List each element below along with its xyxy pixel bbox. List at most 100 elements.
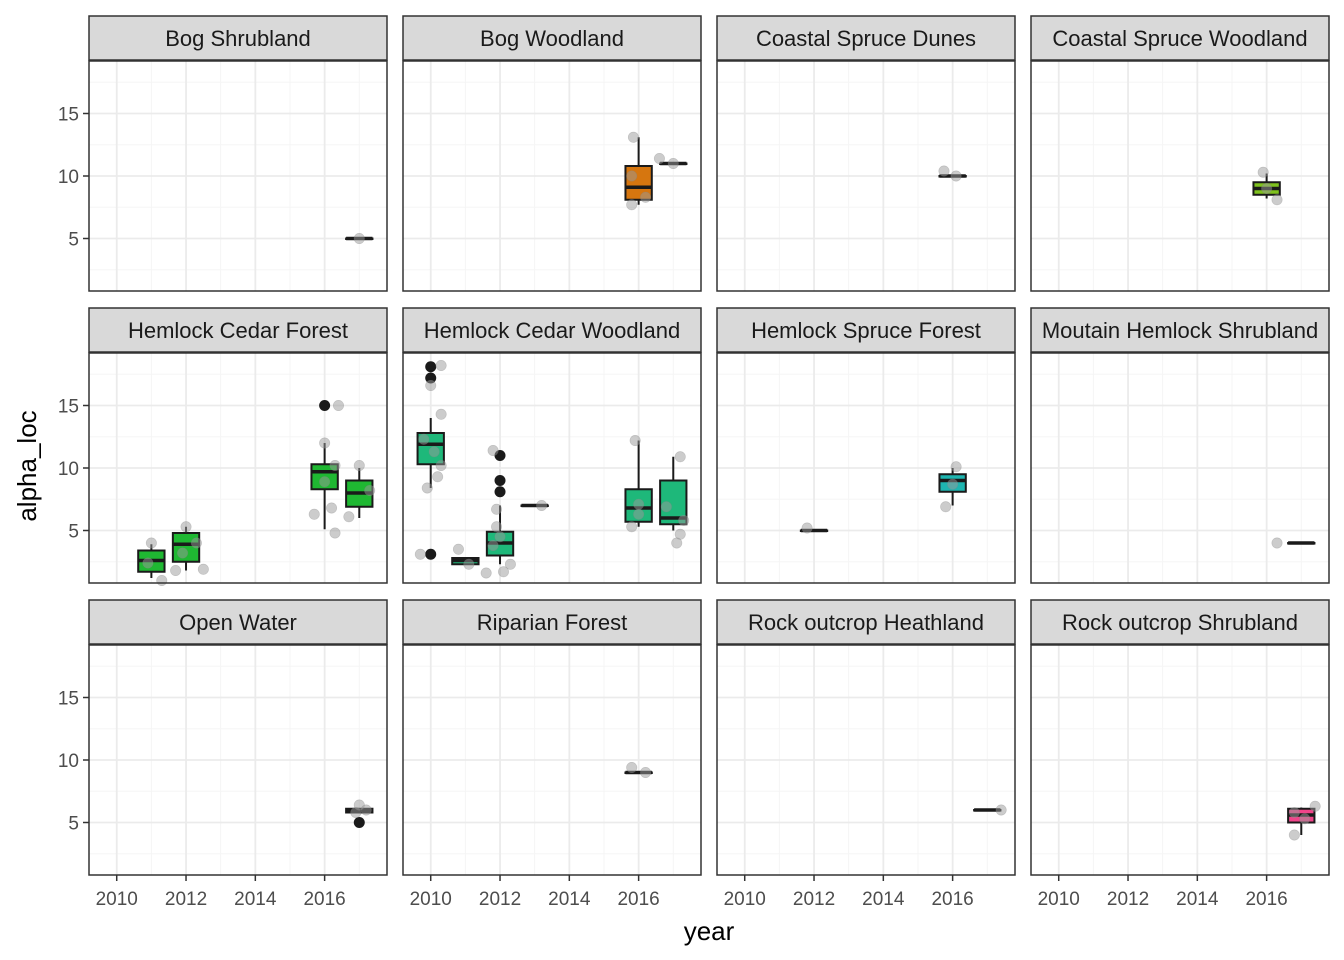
x-tick-label: 2012 — [165, 889, 207, 910]
facet-panel: Bog Shrubland — [88, 15, 388, 292]
data-point — [640, 191, 652, 203]
panel-border — [716, 644, 1016, 876]
data-point — [626, 170, 638, 182]
x-axes-layer: 2010 2012 2014 2016 2010 2012 2014 2016 2010 2012… — [96, 875, 1288, 910]
panels-layer: Bog Shrubland Bog Woodland Coastal Spruce … — [88, 15, 1330, 876]
facet-strip-label: Rock outcrop Shrubland — [1062, 610, 1298, 635]
data-point — [504, 558, 516, 570]
facet-strip — [716, 307, 1016, 353]
facet-panel: Moutain Hemlock Shrubland — [1030, 307, 1330, 584]
panel-border — [1030, 352, 1330, 584]
data-point — [180, 521, 192, 533]
facet-strip-label: Moutain Hemlock Shrubland — [1042, 318, 1318, 343]
x-tick-label: 2012 — [479, 889, 521, 910]
x-tick-label: 2016 — [617, 889, 659, 910]
y-tick-label: 5 — [68, 522, 79, 543]
data-point — [633, 508, 645, 520]
facet-strip — [402, 599, 702, 645]
y-tick-label: 15 — [58, 397, 79, 418]
data-point — [308, 508, 320, 520]
panel-border — [1030, 644, 1330, 876]
facet-strip-label: Hemlock Spruce Forest — [751, 318, 981, 343]
outlier-point — [319, 400, 331, 411]
data-point — [197, 563, 209, 575]
x-tick-label: 2010 — [1038, 889, 1080, 910]
data-point — [678, 514, 690, 526]
facet-panel: Hemlock Cedar Woodland — [402, 307, 702, 584]
x-tick-label: 2014 — [548, 889, 591, 910]
data-point — [435, 408, 447, 420]
data-point — [329, 459, 341, 471]
data-point — [938, 165, 950, 177]
facet-strip-label: Hemlock Cedar Woodland — [424, 318, 680, 343]
data-point — [950, 170, 962, 182]
y-tick-label: 5 — [68, 230, 79, 251]
data-point — [353, 459, 365, 471]
data-point — [626, 199, 638, 211]
y-axis-title: alpha_loc — [12, 410, 42, 521]
y-tick-label: 10 — [58, 751, 79, 772]
facet-strip — [716, 599, 1016, 645]
data-point — [487, 444, 499, 456]
data-point — [319, 476, 331, 488]
y-tick-label: 15 — [58, 105, 79, 126]
facet-strip — [1030, 599, 1330, 645]
panel-border — [402, 352, 702, 584]
facet-strip-label: Hemlock Cedar Forest — [128, 318, 348, 343]
data-point — [177, 547, 189, 559]
data-point — [343, 511, 355, 523]
data-point — [142, 557, 154, 569]
data-point — [350, 806, 362, 818]
data-point — [364, 484, 376, 496]
data-point — [360, 804, 372, 816]
data-point — [326, 502, 338, 514]
data-point — [940, 501, 952, 513]
outlier-point — [425, 372, 437, 384]
outlier-point — [425, 548, 437, 560]
data-point — [156, 574, 168, 586]
x-tick-label: 2014 — [1176, 889, 1219, 910]
facet-panel: Riparian Forest — [402, 599, 702, 876]
data-point — [1261, 183, 1273, 195]
data-point — [414, 548, 426, 560]
data-point — [947, 478, 959, 490]
x-tick-label: 2016 — [303, 889, 345, 910]
data-point — [497, 566, 509, 578]
facet-strip-label: Coastal Spruce Woodland — [1052, 26, 1307, 51]
data-point — [319, 437, 331, 449]
data-point — [432, 471, 444, 483]
panel-border — [1030, 60, 1330, 292]
data-point — [1309, 800, 1321, 812]
x-tick-label: 2010 — [96, 889, 138, 910]
data-point — [660, 501, 672, 513]
data-point — [1288, 829, 1300, 841]
facet-strip-label: Bog Woodland — [480, 26, 624, 51]
x-tick-label: 2012 — [793, 889, 835, 910]
facet-strip-label: Riparian Forest — [477, 610, 627, 635]
y-tick-label: 10 — [58, 459, 79, 480]
data-point — [463, 558, 475, 570]
data-point — [626, 761, 638, 773]
data-point — [627, 131, 639, 143]
y-tick-label: 5 — [68, 814, 79, 835]
x-tick-label: 2016 — [931, 889, 973, 910]
y-axes-layer: 5 10 15 5 10 15 5 10 15 — [58, 105, 89, 835]
data-point — [671, 537, 683, 549]
data-point — [950, 461, 962, 473]
data-point — [1288, 806, 1300, 818]
data-point — [491, 521, 503, 533]
outlier-point — [494, 486, 506, 498]
x-tick-label: 2010 — [724, 889, 766, 910]
facet-panel: Bog Woodland — [402, 15, 702, 292]
facet-panel: Rock outcrop Shrubland — [1030, 599, 1330, 876]
data-point — [353, 233, 365, 245]
y-tick-label: 15 — [58, 689, 79, 710]
facet-panel: Hemlock Spruce Forest — [716, 307, 1016, 584]
data-point — [145, 537, 157, 549]
facet-strip — [88, 15, 388, 61]
data-point — [435, 459, 447, 471]
panel-border — [716, 352, 1016, 584]
data-point — [640, 766, 652, 778]
data-point — [536, 499, 548, 511]
